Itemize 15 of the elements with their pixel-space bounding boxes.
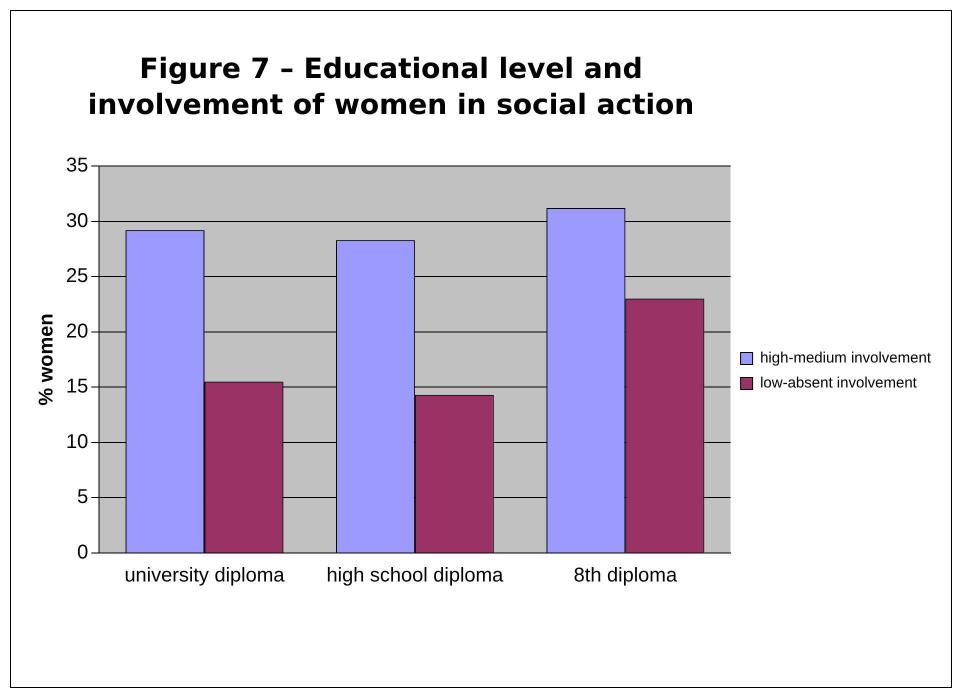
y-tick-label: 0 bbox=[77, 542, 88, 564]
y-tick-label: 35 bbox=[66, 154, 88, 177]
y-tick-label: 10 bbox=[66, 430, 88, 453]
y-tick-label: 25 bbox=[66, 265, 88, 288]
legend-label: low-absent involvement bbox=[760, 374, 918, 392]
chart-title: Figure 7 – Educational level and involvement of women in social action bbox=[86, 51, 696, 123]
y-tick-label: 20 bbox=[66, 320, 88, 342]
y-tick-label: 30 bbox=[66, 210, 88, 232]
y-tick-label: 15 bbox=[66, 376, 88, 398]
x-tick-label: university diploma bbox=[124, 564, 286, 587]
y-axis-title: % women bbox=[36, 313, 58, 406]
y-tick-label: 5 bbox=[77, 486, 88, 508]
legend-label: high-medium involvement bbox=[760, 350, 932, 367]
x-tick-label: high school diploma bbox=[326, 564, 504, 587]
x-tick-label: 8th diploma bbox=[574, 564, 678, 587]
